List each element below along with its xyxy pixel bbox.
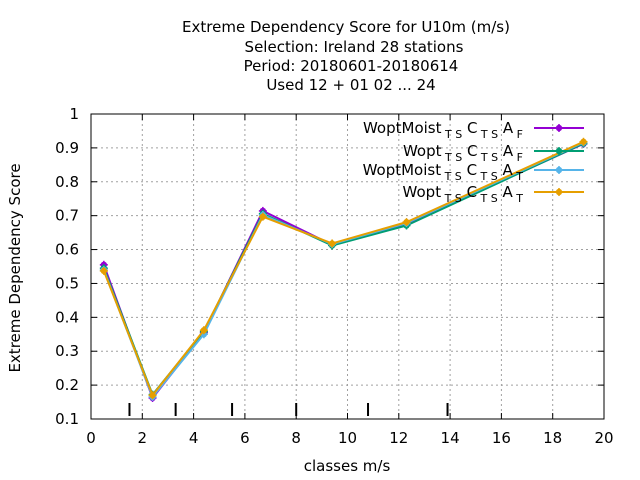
x-tick-label: 20 <box>594 429 613 447</box>
data-point <box>328 239 337 248</box>
series-line <box>102 142 584 396</box>
data-point <box>99 266 108 275</box>
y-axis-label: Extreme Dependency Score <box>6 163 24 372</box>
legend-entry: WoptMoist T S C T S A T <box>363 161 584 183</box>
data-point <box>402 218 411 227</box>
data-point <box>555 124 563 132</box>
legend-label: Wopt T S C T S A T <box>403 183 524 205</box>
chart-title: Extreme Dependency Score for U10m (m/s) … <box>182 18 510 94</box>
y-tick-label: 0.5 <box>55 274 79 292</box>
y-tick-label: 0.3 <box>55 342 79 360</box>
x-tick-label: 8 <box>291 429 301 447</box>
data-point <box>555 147 563 155</box>
x-tick-label: 6 <box>240 429 250 447</box>
x-tick-label: 18 <box>543 429 562 447</box>
title-line-1: Extreme Dependency Score for U10m (m/s) <box>182 18 510 36</box>
x-tick-label: 2 <box>138 429 148 447</box>
series-line <box>102 141 584 398</box>
x-tick-label: 12 <box>389 429 408 447</box>
x-tick-label: 14 <box>441 429 460 447</box>
y-tick-label: 0.8 <box>55 173 79 191</box>
y-tick-label: 0.2 <box>55 376 79 394</box>
y-tick-label: 0.7 <box>55 207 79 225</box>
legend-label: Wopt T S C T S A F <box>403 142 523 164</box>
data-point <box>199 326 208 335</box>
data-point <box>148 391 157 400</box>
x-tick-label: 0 <box>86 429 96 447</box>
legend-entry: Wopt T S C T S A T <box>403 183 584 205</box>
y-axis-ticks: 0.1 0.2 0.3 0.4 0.5 0.6 0.7 0.8 0.9 1 <box>55 105 604 428</box>
title-line-2: Selection: Ireland 28 stations <box>245 38 464 56</box>
series-4 <box>99 137 588 400</box>
y-tick-label: 0.9 <box>55 139 79 157</box>
title-line-4: Used 12 + 01 02 ... 24 <box>266 76 435 94</box>
legend-entry: WoptMoist T S C T S A F <box>363 119 584 141</box>
x-tick-label: 16 <box>492 429 511 447</box>
title-line-3: Period: 20180601-20180614 <box>244 57 459 75</box>
x-axis-ticks: 0 2 4 6 8 10 12 14 16 18 20 <box>86 114 614 447</box>
legend-entry: Wopt T S C T S A F <box>403 142 584 164</box>
y-tick-label: 0.4 <box>55 308 79 326</box>
y-tick-label: 0.6 <box>55 241 79 259</box>
data-point <box>555 188 563 196</box>
series-line <box>102 140 584 397</box>
series-layer <box>99 137 588 402</box>
x-tick-label: 4 <box>189 429 199 447</box>
legend-label: WoptMoist T S C T S A F <box>363 119 523 141</box>
data-point <box>579 137 588 146</box>
grid <box>91 114 604 419</box>
x-tick-label: 10 <box>338 429 357 447</box>
y-tick-label: 0.1 <box>55 410 79 428</box>
y-tick-label: 1 <box>69 105 79 123</box>
data-point <box>555 166 563 174</box>
class-boundary-ticks <box>128 403 449 416</box>
x-axis-label: classes m/s <box>304 457 391 475</box>
legend-label: WoptMoist T S C T S A T <box>363 161 524 183</box>
data-point <box>258 212 267 221</box>
